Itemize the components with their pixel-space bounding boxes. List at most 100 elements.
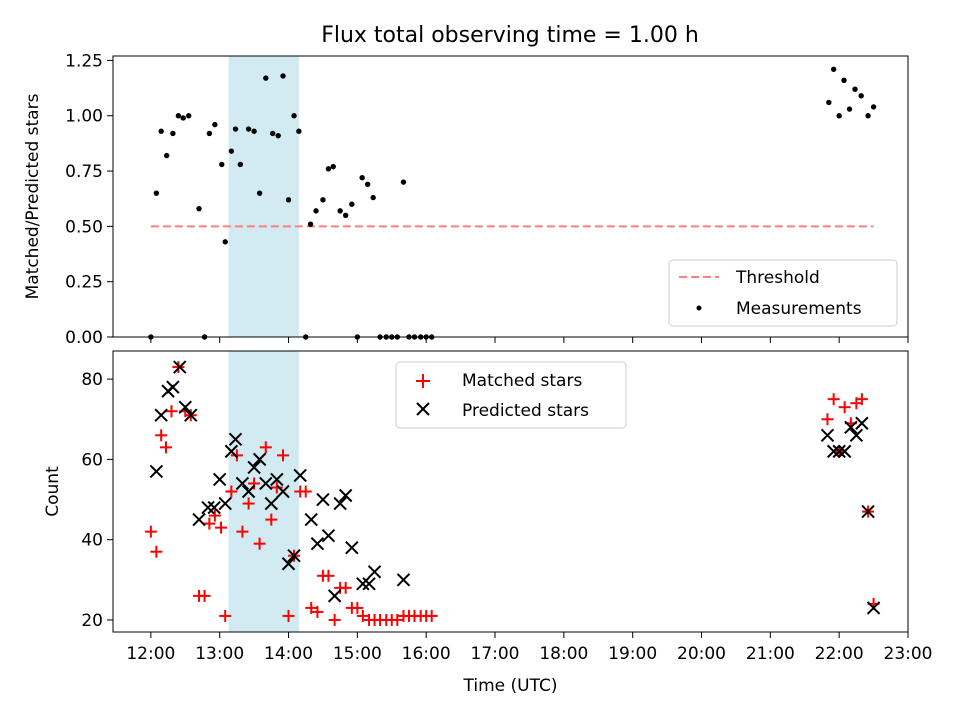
bottom-y-axis-label: Count [43, 466, 63, 517]
measurement-point [836, 113, 842, 119]
predicted-star-point [252, 452, 267, 467]
matched-star-point [208, 509, 221, 522]
predicted-star-point [149, 464, 164, 479]
predicted-star-point [241, 484, 256, 499]
matched-star-point [144, 525, 157, 538]
predicted-star-point [173, 360, 187, 374]
predicted-star-point [861, 504, 875, 519]
measurement-point [212, 121, 218, 128]
top-ytick-label: 0.00 [65, 328, 103, 348]
measurement-point [359, 174, 365, 181]
predicted-star-point [837, 444, 852, 459]
bottom-xtick-label: 18:00 [539, 644, 588, 664]
matched-star-point [225, 485, 238, 498]
predicted-star-point [367, 565, 382, 579]
top-legend: Threshold Measurements [668, 259, 898, 327]
bottom-xtick-label: 17:00 [471, 644, 520, 664]
predicted-star-point [192, 512, 206, 527]
top-axes-frame [112, 55, 909, 338]
measurement-point [342, 212, 349, 219]
figure-title: Flux total observing time = 1.00 h [321, 23, 699, 48]
bottom-xtick-label: 13:00 [195, 644, 244, 664]
predicted-star-point [832, 444, 846, 459]
measurement-point [245, 126, 252, 132]
measurement-point [846, 106, 853, 112]
matched-star-point [215, 521, 228, 534]
measurement-point [330, 163, 336, 170]
predicted-star-point [356, 577, 370, 591]
bottom-xtick-label: 14:00 [264, 644, 313, 664]
bottom-xtick-label: 16:00 [402, 644, 451, 664]
bottom-highlight-band [228, 351, 299, 632]
matched-star-point [160, 441, 172, 454]
predicted-star-point [327, 589, 342, 603]
legend-matched-swatch [416, 374, 430, 388]
measurement-point [826, 99, 832, 106]
matched-star-point [299, 485, 312, 498]
measurement-point [852, 86, 858, 92]
top-y-ticks: 0.00 0.25 0.50 0.75 1.00 1.25 [65, 51, 113, 348]
predicted-star-point [333, 496, 347, 511]
predicted-star-point [316, 492, 330, 507]
predicted-star-point [201, 500, 215, 515]
bottom-xtick-label: 23:00 [884, 644, 933, 664]
x-axis-label: Time (UTC) [463, 676, 558, 696]
measurement-point [206, 130, 213, 137]
predicted-star-point [310, 536, 325, 551]
bottom-ytick-label: 40 [81, 531, 103, 551]
bottom-y-ticks: 20 40 60 80 [81, 370, 113, 631]
bottom-ytick-label: 20 [81, 611, 103, 631]
matched-star-point [270, 481, 283, 494]
predicted-star-point [270, 472, 284, 487]
predicted-star-point [321, 528, 336, 543]
matched-star-point [855, 393, 868, 406]
matched-star-point [219, 609, 232, 622]
matched-star-point [242, 497, 255, 510]
measurement-point [370, 194, 376, 201]
matched-star-point [391, 613, 404, 626]
measurement-point [865, 113, 871, 119]
measurement-point [337, 208, 343, 214]
measurement-point [291, 113, 297, 119]
matched-star-point [150, 545, 163, 558]
bottom-xtick-label: 15:00 [333, 644, 382, 664]
measurement-point [325, 166, 332, 172]
measurement-point [296, 128, 302, 134]
matched-star-point [339, 581, 352, 594]
bottom-xtick-label: 19:00 [608, 644, 657, 664]
top-ytick-label: 0.75 [65, 162, 103, 182]
measurement-point [170, 130, 176, 137]
matched-star-point [827, 393, 840, 406]
predicted-star-point [844, 420, 858, 434]
measurement-point [232, 126, 239, 132]
matched-star-point [155, 429, 168, 442]
measurement-point [251, 128, 257, 134]
matched-star-point [198, 589, 211, 602]
bottom-xtick-label: 20:00 [677, 644, 726, 664]
predicted-star-point [276, 484, 290, 499]
matched-star-point [230, 449, 243, 462]
matched-star-point [821, 413, 834, 426]
predicted-star-point [293, 468, 307, 483]
top-measurement-points [148, 66, 877, 340]
predicted-star-point [304, 512, 318, 527]
matched-star-point [838, 401, 851, 414]
measurement-point [153, 190, 160, 196]
measurement-point [870, 104, 877, 110]
measurement-point [841, 77, 847, 84]
measurement-point [269, 130, 276, 137]
top-x-ticks [150, 337, 909, 343]
bottom-legend: Matched stars Predicted stars [395, 361, 627, 429]
matched-star-point [253, 537, 266, 550]
bottom-ytick-label: 80 [81, 370, 103, 390]
bottom-xtick-label: 12:00 [126, 644, 175, 664]
predicted-star-point [212, 472, 227, 487]
predicted-star-point [235, 476, 250, 491]
top-highlight-band [228, 56, 299, 337]
predicted-star-point [362, 577, 376, 591]
matched-star-point [277, 449, 290, 462]
measurement-point [263, 75, 269, 81]
measurement-point [285, 197, 292, 203]
